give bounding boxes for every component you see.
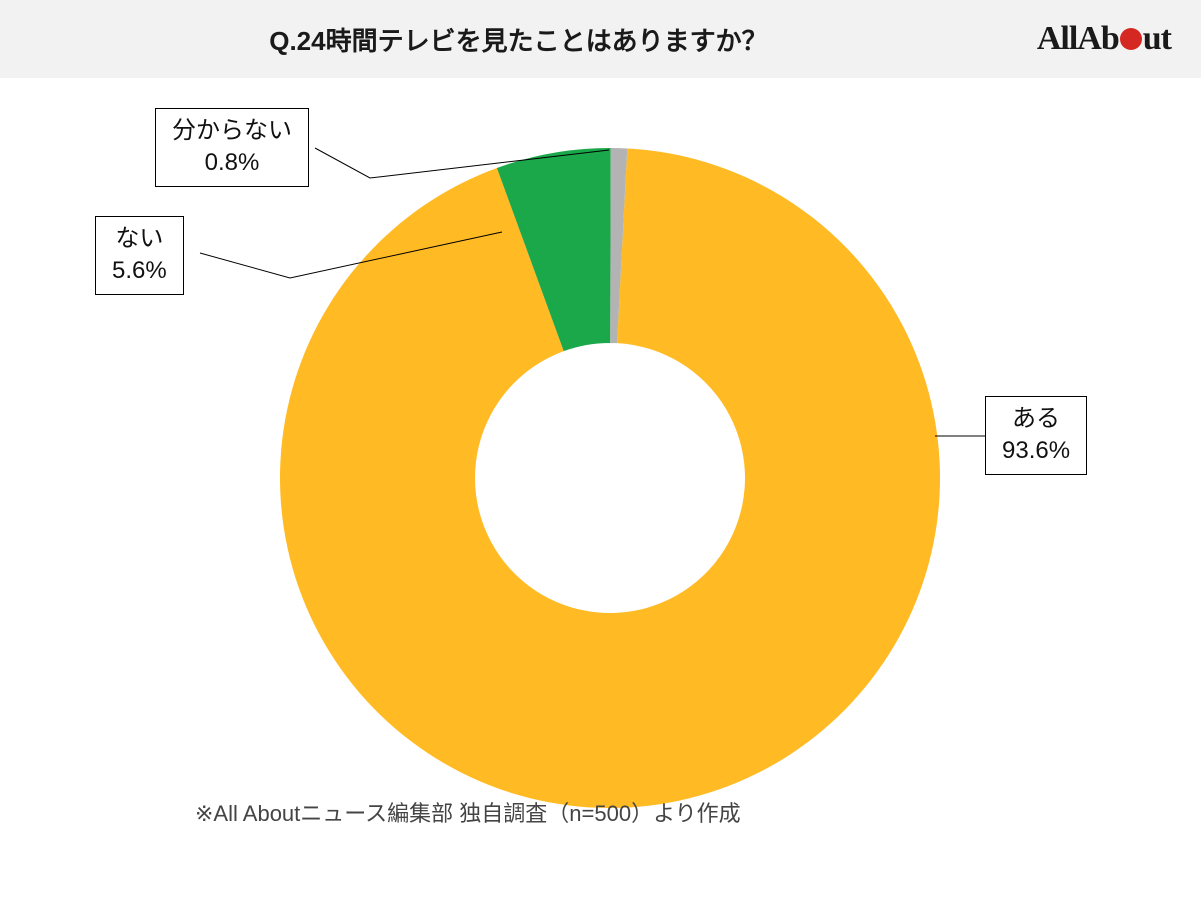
brand-logo: AllAb ut xyxy=(1037,20,1171,58)
callout-pct: 0.8% xyxy=(205,149,260,176)
callout-dontknow: 分からない 0.8% xyxy=(155,108,309,187)
chart-title: Q.24時間テレビを見たことはありますか？ xyxy=(0,21,1037,58)
callout-pct: 5.6% xyxy=(112,257,167,284)
logo-text-part1: AllAb xyxy=(1037,20,1119,58)
callout-label: ある xyxy=(1012,405,1060,432)
callout-pct: 93.6% xyxy=(1002,437,1070,464)
callout-no: ない 5.6% xyxy=(95,216,184,295)
footnote: ※All Aboutニュース編集部 独自調査（n=500）より作成 xyxy=(195,796,741,828)
logo-text-part2: ut xyxy=(1143,20,1171,58)
callout-label: ない xyxy=(115,225,163,252)
header-bar: Q.24時間テレビを見たことはありますか？ AllAb ut xyxy=(0,0,1201,78)
callout-yes: ある 93.6% xyxy=(985,396,1087,475)
chart-area: 分からない 0.8% ない 5.6% ある 93.6% ※All Aboutニュ… xyxy=(0,78,1201,848)
logo-dot-icon xyxy=(1120,28,1142,50)
callout-label: 分からない xyxy=(172,117,292,144)
